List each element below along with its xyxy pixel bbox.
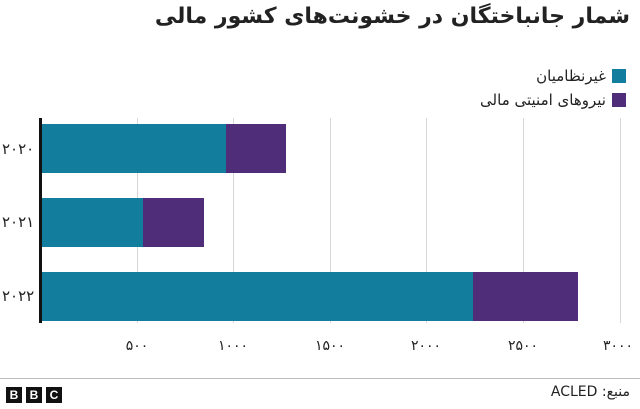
bar-segment-security-forces <box>473 272 578 321</box>
legend-swatch-security-forces <box>612 93 626 107</box>
bar-segment-civilians <box>41 272 473 321</box>
chart-title: شمار جانباختگان در خشونت‌های کشور مالی <box>154 4 630 29</box>
logo-letter: B <box>26 387 42 403</box>
bar-segment-security-forces <box>143 198 204 247</box>
bar-2022 <box>41 272 578 321</box>
bar-2020 <box>41 124 286 173</box>
gridline-2500 <box>523 118 524 323</box>
gridline-1500 <box>330 118 331 323</box>
bar-2021 <box>41 198 204 247</box>
legend: غیرنظامیان نیروهای امنیتی مالی <box>480 64 626 112</box>
x-tick-1000: ۱۰۰۰ <box>217 338 249 354</box>
y-axis-line <box>39 118 42 323</box>
gridline-1000 <box>233 118 234 323</box>
legend-label-civilians: غیرنظامیان <box>536 67 606 85</box>
legend-label-security-forces: نیروهای امنیتی مالی <box>480 91 606 109</box>
source-text: منبع: ACLED <box>550 384 630 400</box>
x-tick-2500: ۲۵۰۰ <box>507 338 539 354</box>
bbc-logo: B B C <box>6 387 62 403</box>
legend-item-security-forces: نیروهای امنیتی مالی <box>480 88 626 112</box>
legend-item-civilians: غیرنظامیان <box>480 64 626 88</box>
legend-swatch-civilians <box>612 69 626 83</box>
bar-segment-civilians <box>41 124 226 173</box>
x-tick-500: ۵۰۰ <box>125 338 149 354</box>
y-label-2020: ۲۰۲۰ <box>2 140 35 158</box>
x-tick-2000: ۲۰۰۰ <box>410 338 442 354</box>
bar-segment-security-forces <box>226 124 286 173</box>
logo-letter: C <box>46 387 62 403</box>
gridline-2000 <box>426 118 427 323</box>
footer-divider <box>0 378 640 379</box>
bar-segment-civilians <box>41 198 143 247</box>
y-label-2022: ۲۰۲۲ <box>2 287 35 305</box>
y-label-2021: ۲۰۲۱ <box>2 213 35 231</box>
logo-letter: B <box>6 387 22 403</box>
gridline-3000 <box>620 118 621 323</box>
x-tick-3000: ۳۰۰۰ <box>602 338 634 354</box>
x-tick-1500: ۱۵۰۰ <box>314 338 346 354</box>
